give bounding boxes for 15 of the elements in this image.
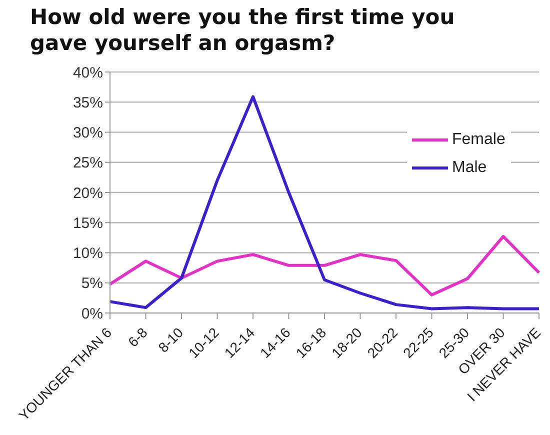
y-tick-label: 30% — [72, 124, 103, 142]
y-tick-label: 15% — [72, 214, 103, 232]
y-tick-label: 5% — [81, 275, 103, 292]
line-series — [108, 95, 540, 310]
x-tick-label: 6-8 — [124, 324, 151, 350]
line-series — [108, 234, 540, 296]
legend-label: Male — [452, 159, 487, 177]
y-tick-label: 0% — [81, 305, 103, 322]
y-tick-label: 10% — [72, 245, 103, 262]
y-tick-label: 40% — [72, 64, 103, 82]
y-tick-label: 20% — [72, 184, 103, 202]
chart-title: How old were you the first time you gave yourself an orgasm? — [30, 4, 456, 56]
y-tick-label: 25% — [72, 154, 103, 172]
legend-label: Female — [452, 131, 506, 149]
y-tick-label: 35% — [72, 94, 103, 112]
